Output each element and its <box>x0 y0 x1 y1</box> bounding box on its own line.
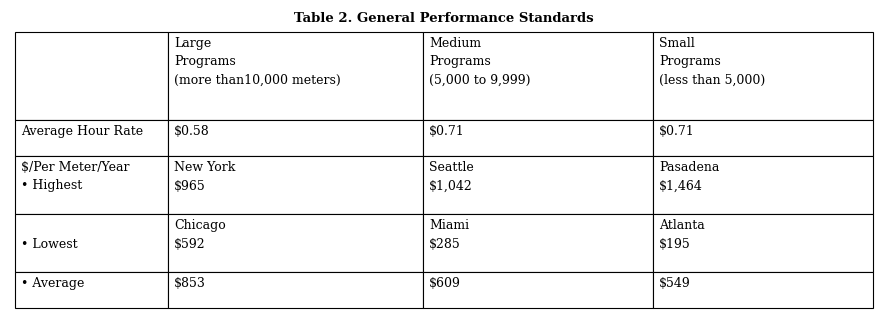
Text: Table 2. General Performance Standards: Table 2. General Performance Standards <box>294 12 594 26</box>
Bar <box>423 32 653 120</box>
Bar <box>15 214 168 272</box>
Text: Miami
$285: Miami $285 <box>429 219 469 251</box>
Bar <box>653 214 873 272</box>
Bar <box>15 272 168 308</box>
Bar <box>653 120 873 156</box>
Text: • Average: • Average <box>21 277 84 290</box>
Bar <box>168 120 423 156</box>
Text: Large
Programs
(more than10,000 meters): Large Programs (more than10,000 meters) <box>174 37 341 87</box>
Text: $0.71: $0.71 <box>659 125 694 138</box>
Text: $/Per Meter/Year
• Highest: $/Per Meter/Year • Highest <box>21 161 130 193</box>
Bar <box>15 156 168 214</box>
Bar <box>423 120 653 156</box>
Text: $609: $609 <box>429 277 461 290</box>
Bar <box>653 272 873 308</box>
Bar <box>423 156 653 214</box>
Bar <box>168 32 423 120</box>
Text: $0.71: $0.71 <box>429 125 464 138</box>
Text: Seattle
$1,042: Seattle $1,042 <box>429 161 474 193</box>
Text: Chicago
$592: Chicago $592 <box>174 219 226 251</box>
Bar <box>653 32 873 120</box>
Text: $0.58: $0.58 <box>174 125 210 138</box>
Bar <box>423 214 653 272</box>
Bar <box>653 156 873 214</box>
Bar <box>15 32 168 120</box>
Text: Medium
Programs
(5,000 to 9,999): Medium Programs (5,000 to 9,999) <box>429 37 530 87</box>
Text: $549: $549 <box>659 277 691 290</box>
Text: • Lowest: • Lowest <box>21 219 77 251</box>
Bar <box>15 120 168 156</box>
Text: Small
Programs
(less than 5,000): Small Programs (less than 5,000) <box>659 37 765 87</box>
Text: Average Hour Rate: Average Hour Rate <box>21 125 143 138</box>
Text: New York
$965: New York $965 <box>174 161 235 193</box>
Bar <box>168 214 423 272</box>
Text: $853: $853 <box>174 277 206 290</box>
Bar <box>168 272 423 308</box>
Text: Pasadena
$1,464: Pasadena $1,464 <box>659 161 719 193</box>
Bar <box>423 272 653 308</box>
Bar <box>168 156 423 214</box>
Text: Atlanta
$195: Atlanta $195 <box>659 219 705 251</box>
